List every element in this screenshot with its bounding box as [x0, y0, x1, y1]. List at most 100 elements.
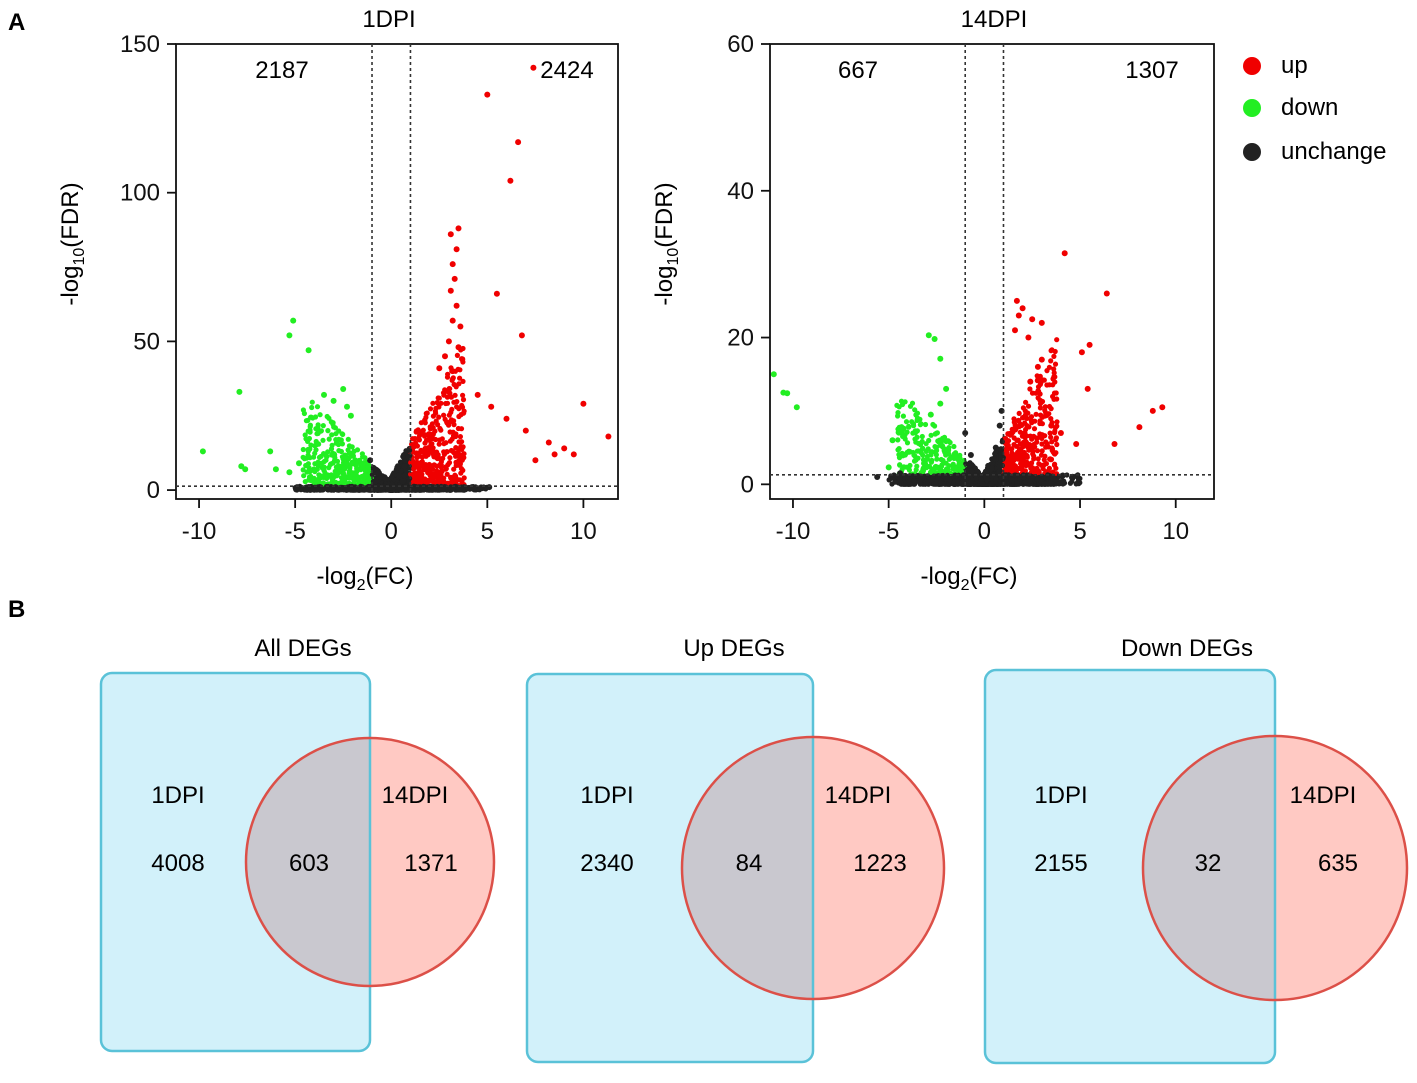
cloud-point	[1052, 348, 1058, 355]
cloud-point	[1054, 419, 1060, 425]
cloud-point	[339, 454, 345, 460]
cloud-point	[933, 481, 939, 487]
cloud-point	[934, 456, 940, 462]
cloud-point	[951, 443, 957, 450]
cloud-point	[408, 471, 414, 477]
cloud-point	[1015, 449, 1021, 455]
cloud-point	[917, 422, 924, 428]
cloud-point	[937, 437, 943, 443]
data-point-down	[885, 464, 892, 471]
cloud-point	[427, 449, 433, 455]
cloud-point	[430, 400, 436, 406]
cloud-point	[446, 422, 452, 428]
data-point-down	[242, 466, 249, 473]
cloud-point	[438, 400, 444, 406]
legend-label-unchange: unchange	[1281, 138, 1386, 165]
cloud-point	[928, 477, 934, 483]
cloud-point	[422, 417, 428, 423]
cloud-point	[1020, 415, 1026, 421]
cloud-point	[1010, 451, 1017, 458]
cloud-point	[300, 467, 306, 473]
data-point-down	[793, 404, 800, 411]
cloud-point	[338, 437, 344, 443]
cloud-point	[438, 462, 444, 468]
data-point-unchange	[395, 472, 402, 479]
cloud-point	[330, 475, 336, 482]
y-tick-label: 20	[727, 325, 754, 352]
cloud-point	[315, 487, 321, 493]
cloud-point	[1009, 468, 1015, 474]
cloud-point	[318, 428, 324, 434]
cloud-point	[920, 445, 926, 452]
cloud-point	[1043, 439, 1049, 445]
cloud-point	[460, 397, 467, 403]
cloud-point	[1048, 416, 1054, 422]
cloud-point	[914, 448, 921, 454]
cloud-point	[912, 428, 918, 434]
x-tick-label: -5	[878, 518, 899, 545]
plot-frame-14dpi	[769, 43, 1215, 500]
cloud-point	[435, 422, 441, 428]
data-point-down	[286, 332, 293, 339]
count-down-1dpi: 2187	[255, 57, 308, 84]
cloud-point	[427, 426, 433, 432]
venn-title: Down DEGs	[1121, 635, 1253, 662]
cloud-point	[341, 473, 348, 479]
cloud-point	[310, 415, 316, 421]
cloud-point	[444, 471, 450, 477]
cloud-point	[1015, 417, 1022, 423]
data-point-up	[1029, 316, 1036, 323]
cloud-point	[436, 441, 442, 447]
venn-right-label: 14DPI	[825, 782, 892, 809]
cloud-point	[1027, 433, 1033, 439]
cloud-point	[395, 464, 401, 470]
cloud-point	[894, 402, 900, 408]
cloud-point	[904, 440, 911, 446]
cloud-point	[427, 472, 433, 478]
cloud-point	[1041, 481, 1047, 487]
legend-swatch-up	[1243, 57, 1261, 75]
cloud-point	[335, 470, 341, 477]
cloud-point	[892, 479, 898, 485]
cloud-point	[435, 395, 441, 401]
cloud-point	[446, 412, 452, 418]
legend-swatch-down	[1243, 99, 1261, 117]
cloud-point	[315, 459, 321, 465]
cloud-point	[1016, 423, 1022, 430]
data-point-unchange	[468, 484, 475, 491]
panel-label-b: B	[8, 596, 25, 623]
cloud-point	[1054, 441, 1060, 448]
y-tick-label: 0	[147, 477, 160, 504]
cloud-point	[457, 461, 463, 467]
cloud-point	[1035, 384, 1042, 390]
venn-overlap	[1143, 736, 1275, 1000]
cloud-point	[456, 486, 462, 492]
cloud-point	[461, 451, 467, 457]
y-tick-label: 40	[727, 178, 754, 205]
venn-box-outline	[983, 668, 1277, 1065]
cloud-point	[1034, 448, 1041, 454]
cloud-point	[454, 352, 460, 358]
marks-14dpi	[770, 250, 1166, 482]
cloud-point	[402, 472, 408, 478]
cloud-point	[315, 422, 321, 428]
cloud-point	[305, 448, 311, 454]
cloud-point	[1031, 453, 1037, 459]
cloud-point	[1023, 399, 1029, 405]
cloud-point	[1016, 410, 1022, 416]
cloud-point	[300, 446, 306, 453]
cloud-point	[304, 469, 310, 475]
cloud-point	[920, 468, 927, 474]
cloud-point	[446, 386, 452, 392]
x-axis-label-14dpi: -log2(FC)	[921, 563, 1018, 594]
cloud-point	[932, 431, 938, 437]
venn-left-label: 1DPI	[1034, 782, 1087, 809]
cloud-point	[450, 474, 456, 481]
data-point-up	[453, 302, 460, 309]
cloud-point	[931, 468, 937, 474]
data-point-down	[784, 390, 791, 397]
cloud-point	[1048, 457, 1054, 463]
cloud-point	[1027, 479, 1033, 485]
cloud-point	[418, 478, 424, 484]
venn-overlap	[682, 737, 813, 999]
